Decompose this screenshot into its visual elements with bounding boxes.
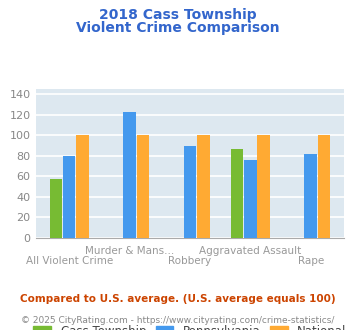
Text: 2018 Cass Township: 2018 Cass Township [99, 8, 256, 22]
Bar [244, 160, 257, 238]
Text: Compared to U.S. average. (U.S. average equals 100): Compared to U.S. average. (U.S. average … [20, 294, 335, 304]
Text: Violent Crime Comparison: Violent Crime Comparison [76, 21, 279, 35]
Text: Robbery: Robbery [168, 256, 212, 266]
Text: Aggravated Assault: Aggravated Assault [199, 246, 301, 256]
Bar [184, 147, 196, 238]
Bar [76, 135, 89, 238]
Text: Murder & Mans...: Murder & Mans... [85, 246, 174, 256]
Bar [50, 179, 62, 238]
Legend: Cass Township, Pennsylvania, National: Cass Township, Pennsylvania, National [29, 321, 351, 330]
Bar [123, 112, 136, 238]
Text: Rape: Rape [297, 256, 324, 266]
Text: © 2025 CityRating.com - https://www.cityrating.com/crime-statistics/: © 2025 CityRating.com - https://www.city… [21, 316, 334, 325]
Bar [231, 148, 243, 238]
Bar [137, 135, 149, 238]
Bar [257, 135, 270, 238]
Text: All Violent Crime: All Violent Crime [26, 256, 113, 266]
Bar [197, 135, 209, 238]
Bar [63, 156, 76, 238]
Bar [318, 135, 330, 238]
Bar [304, 154, 317, 238]
